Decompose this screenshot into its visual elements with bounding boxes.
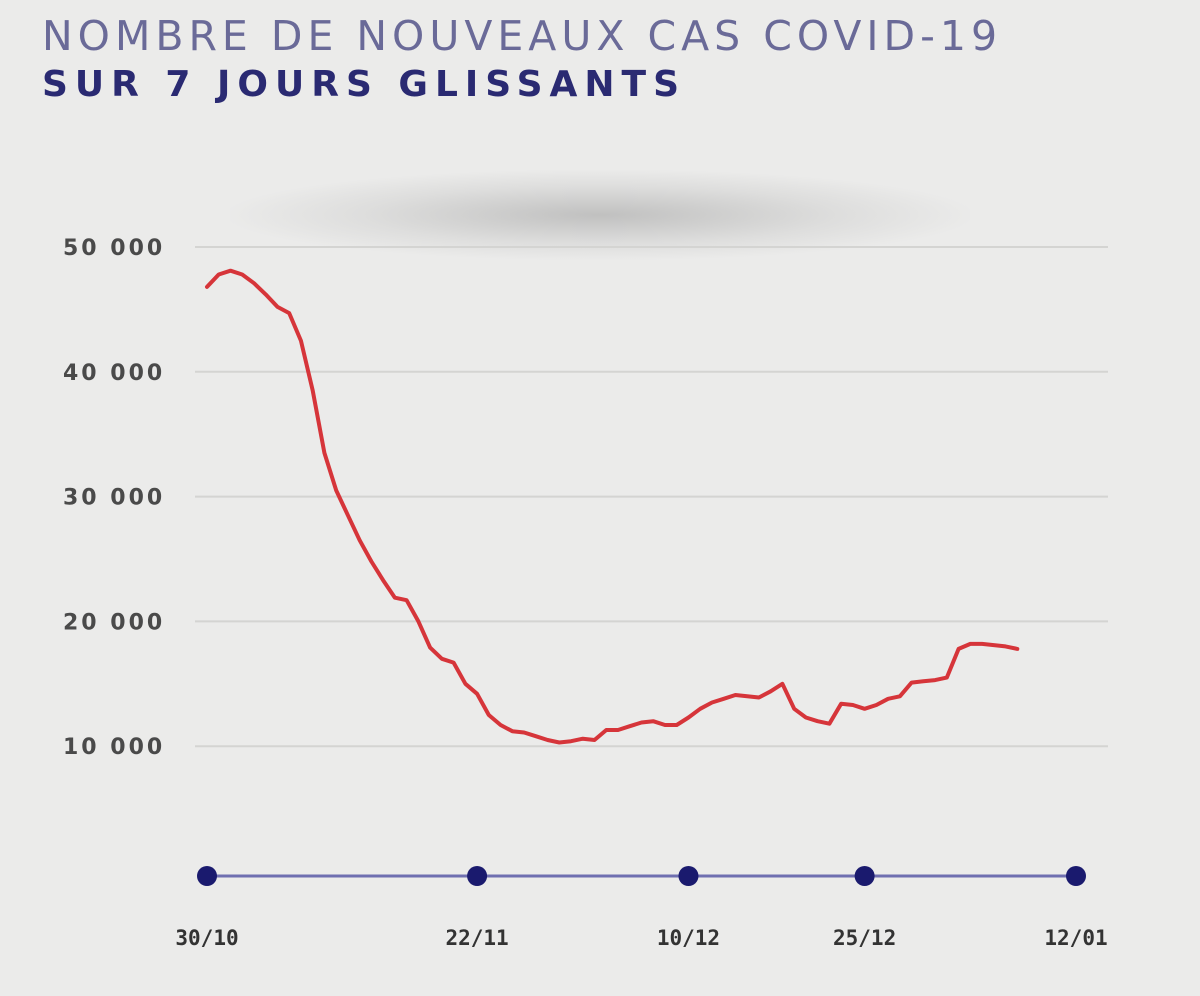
x-tick-dot [854,866,875,886]
x-tick-label: 30/10 [175,926,238,950]
y-tick-label: 30 000 [63,486,165,511]
chart-subtitle: SUR 7 JOURS GLISSANTS [42,64,687,105]
chart-title: NOMBRE DE NOUVEAUX CAS COVID-19 [42,12,1003,60]
y-tick-label: 20 000 [63,610,165,635]
x-tick-label: 22/11 [445,926,508,950]
x-tick-dot [678,866,699,886]
x-tick-dot [467,866,488,886]
y-tick-label: 40 000 [63,361,165,386]
y-tick-label: 50 000 [63,236,165,261]
x-tick-label: 25/12 [833,926,896,950]
y-tick-label: 10 000 [63,735,165,760]
series-line [205,268,1020,745]
x-tick-dot [197,866,217,886]
x-tick-label: 12/01 [1044,926,1107,950]
decorative-shadow [230,170,970,260]
x-tick-dot [1066,866,1086,886]
x-tick-label: 10/12 [657,926,720,950]
